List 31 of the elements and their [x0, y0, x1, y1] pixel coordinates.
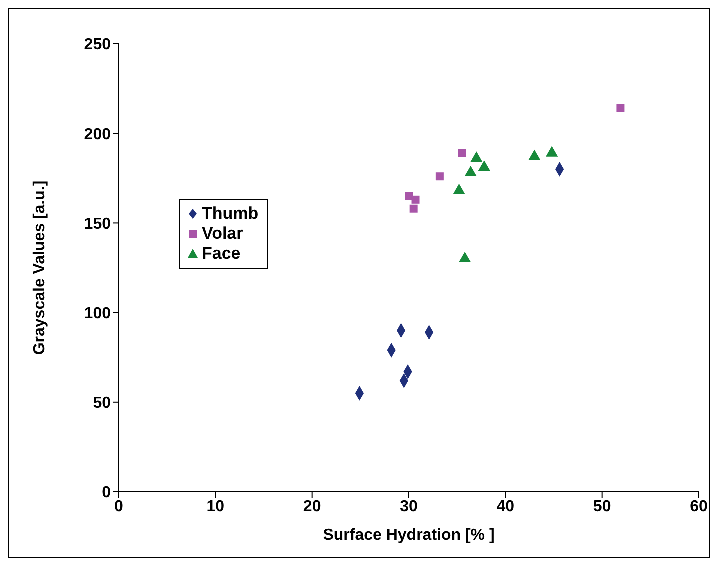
x-axis-title: Surface Hydration [% ] [323, 527, 495, 544]
point [436, 172, 444, 181]
x-tick-label: 20 [303, 498, 322, 516]
point [412, 196, 420, 204]
y-tick-label: 100 [84, 305, 112, 322]
x-tick-label: 40 [496, 498, 515, 516]
x-tick-label: 60 [690, 498, 708, 516]
point [528, 150, 541, 160]
point [478, 160, 490, 172]
y-tick-label: 50 [93, 395, 112, 412]
point [546, 146, 558, 157]
point [464, 166, 477, 177]
point [470, 152, 483, 162]
legend-label: Volar [202, 224, 244, 244]
point [616, 104, 625, 113]
y-tick-label: 150 [84, 216, 112, 233]
legend-label: Thumb [202, 204, 259, 224]
point [405, 192, 413, 200]
point [410, 204, 418, 213]
x-tick-label: 10 [206, 498, 225, 516]
y-axis-title: Grayscale Values [a.u.] [32, 180, 49, 356]
y-tick-label: 200 [84, 126, 112, 144]
point [458, 149, 466, 158]
point [453, 184, 466, 194]
x-tick-label: 0 [114, 498, 124, 516]
point [458, 252, 472, 263]
y-tick-label: 0 [102, 484, 112, 502]
x-tick-label: 50 [593, 498, 612, 516]
y-tick-label: 250 [84, 36, 112, 54]
legend-label: Face [202, 244, 241, 264]
x-tick-label: 30 [400, 498, 418, 516]
